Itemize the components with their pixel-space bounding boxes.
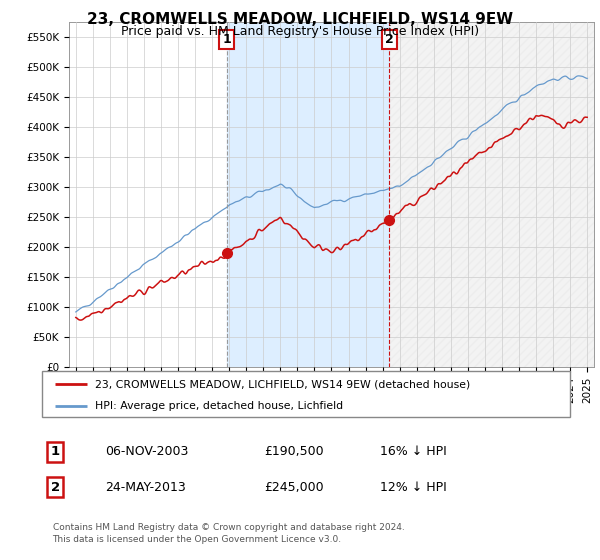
Text: 23, CROMWELLS MEADOW, LICHFIELD, WS14 9EW (detached house): 23, CROMWELLS MEADOW, LICHFIELD, WS14 9E… bbox=[95, 379, 470, 389]
Text: 1: 1 bbox=[222, 32, 231, 46]
Bar bbox=[389, 22, 594, 367]
Text: 24-MAY-2013: 24-MAY-2013 bbox=[106, 480, 186, 493]
Text: 1: 1 bbox=[50, 445, 60, 458]
Text: 12% ↓ HPI: 12% ↓ HPI bbox=[380, 480, 446, 493]
FancyBboxPatch shape bbox=[42, 371, 570, 417]
Text: 06-NOV-2003: 06-NOV-2003 bbox=[106, 445, 189, 458]
Text: 2: 2 bbox=[50, 480, 60, 493]
Text: Price paid vs. HM Land Registry's House Price Index (HPI): Price paid vs. HM Land Registry's House … bbox=[121, 25, 479, 38]
Text: 16% ↓ HPI: 16% ↓ HPI bbox=[380, 445, 446, 458]
Text: Contains HM Land Registry data © Crown copyright and database right 2024.
This d: Contains HM Land Registry data © Crown c… bbox=[53, 523, 404, 544]
Text: HPI: Average price, detached house, Lichfield: HPI: Average price, detached house, Lich… bbox=[95, 401, 343, 411]
Text: £190,500: £190,500 bbox=[264, 445, 323, 458]
Text: 2: 2 bbox=[385, 32, 394, 46]
Bar bbox=[227, 22, 389, 367]
Text: £245,000: £245,000 bbox=[264, 480, 323, 493]
Text: 23, CROMWELLS MEADOW, LICHFIELD, WS14 9EW: 23, CROMWELLS MEADOW, LICHFIELD, WS14 9E… bbox=[87, 12, 513, 27]
